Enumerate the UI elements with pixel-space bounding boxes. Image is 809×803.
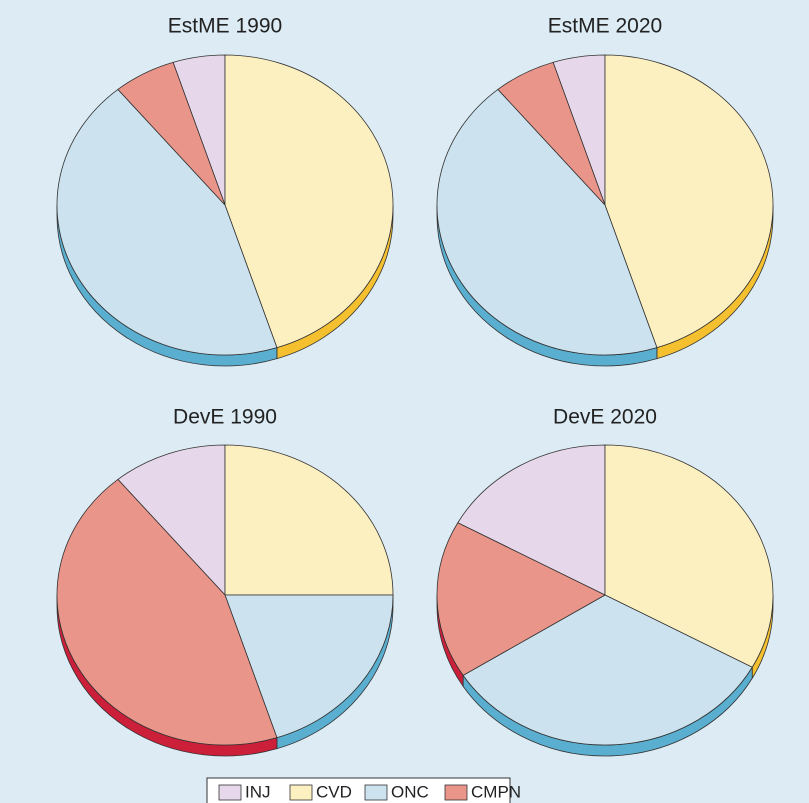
pie-slice bbox=[224, 54, 394, 349]
pie-title: DevE 2020 bbox=[553, 406, 657, 429]
legend-label: CVD bbox=[316, 782, 352, 801]
pie-slice bbox=[56, 478, 278, 746]
pie-slice bbox=[457, 444, 606, 596]
legend-swatch bbox=[364, 784, 388, 801]
pie-slice bbox=[462, 594, 753, 746]
legend-label: CMPN bbox=[471, 782, 521, 801]
legend-swatch bbox=[289, 784, 313, 801]
pie-slice bbox=[436, 88, 658, 356]
legend-swatch bbox=[218, 784, 242, 801]
pie-title: DevE 1990 bbox=[173, 406, 277, 429]
pie-slice bbox=[604, 444, 774, 668]
pie-title: EstME 2020 bbox=[548, 15, 662, 38]
pie-slice bbox=[224, 594, 394, 739]
legend-label: ONC bbox=[391, 782, 429, 801]
pie-slice bbox=[604, 54, 774, 349]
pie-slice bbox=[497, 61, 606, 206]
legend-label: INJ bbox=[245, 782, 271, 801]
pie-slice bbox=[224, 444, 394, 596]
legend-swatch bbox=[444, 784, 468, 801]
pie-slice bbox=[117, 61, 226, 206]
pie-slice bbox=[117, 444, 226, 597]
pie-slice bbox=[436, 522, 606, 676]
pie-slice bbox=[56, 88, 278, 356]
pie-title: EstME 1990 bbox=[168, 15, 282, 38]
